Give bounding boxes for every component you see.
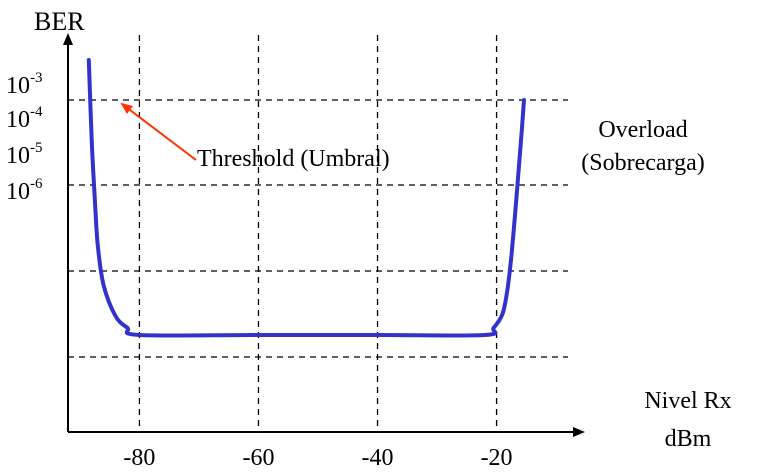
y-tick-label: 10-6: [6, 176, 43, 205]
overload-annotation-line1: Overload: [598, 117, 687, 143]
x-tick-labels: -80 -60 -40 -20: [123, 445, 512, 471]
threshold-annotation: Threshold (Umbral): [197, 146, 390, 172]
x-tick-label: -40: [362, 445, 394, 471]
threshold-arrow: [120, 102, 197, 161]
overload-annotation-line2: (Sobrecarga): [581, 150, 705, 176]
x-tick-label: -20: [481, 445, 513, 471]
x-axis-label-line2: dBm: [665, 426, 712, 452]
y-axis-label: BER: [34, 7, 85, 36]
ber-curve: [86, 58, 526, 338]
x-tick-label: -60: [242, 445, 274, 471]
grid-lines: [68, 35, 568, 432]
y-tick-label: 10-4: [6, 104, 43, 133]
y-tick-label: 10-3: [6, 70, 43, 99]
x-tick-label: -80: [123, 445, 155, 471]
x-axis-label-line1: Nivel Rx: [644, 388, 731, 414]
y-tick-label: 10-5: [6, 140, 43, 169]
